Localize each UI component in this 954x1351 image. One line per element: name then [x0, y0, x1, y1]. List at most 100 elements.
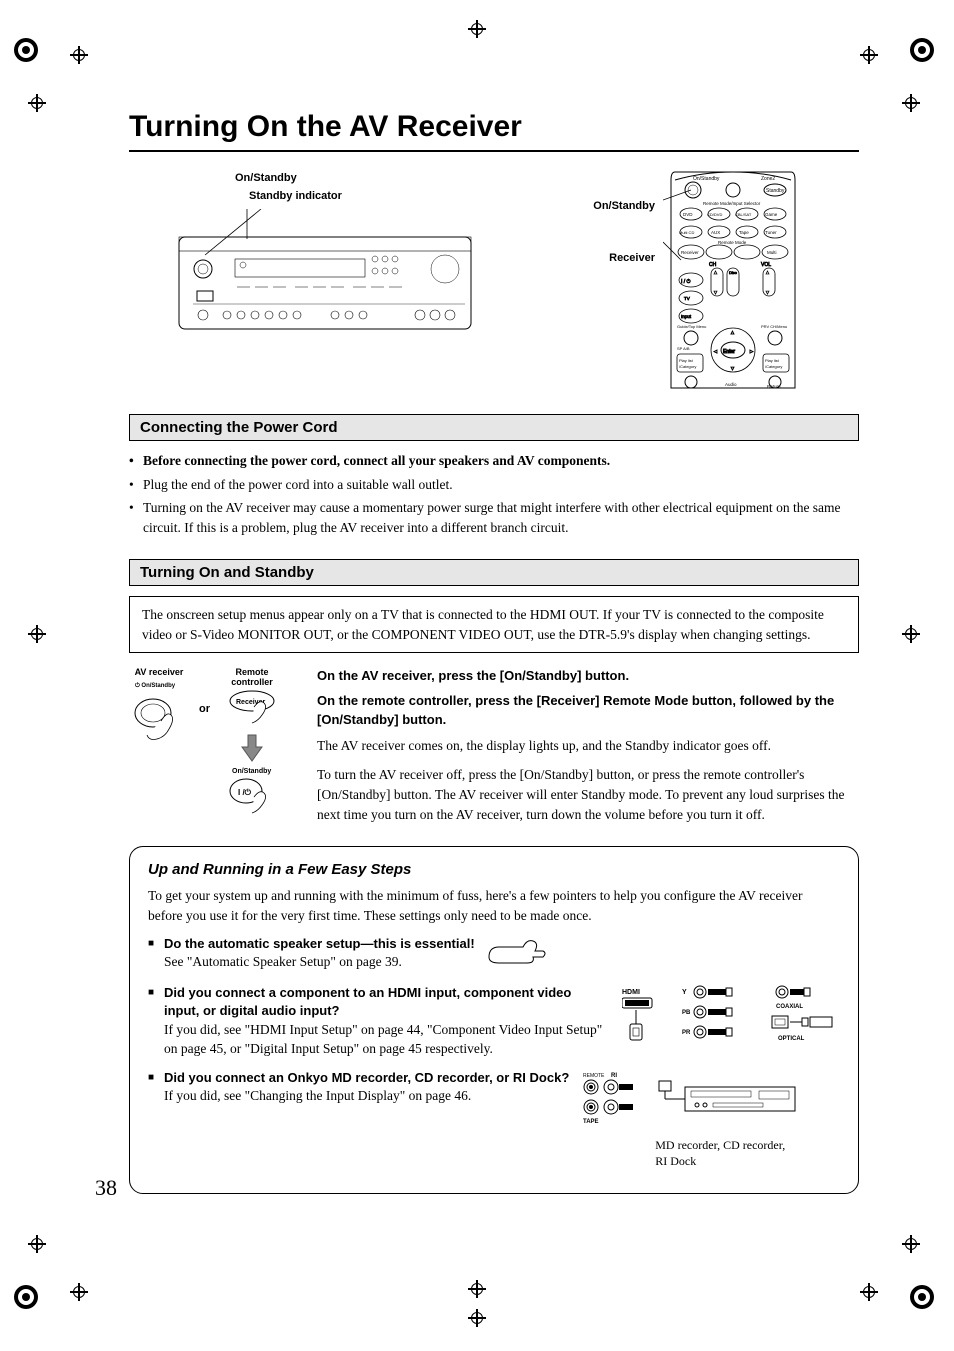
registration-mark	[908, 36, 936, 64]
svg-text:HDMI: HDMI	[622, 989, 640, 996]
svg-text:▲: ▲	[713, 270, 718, 276]
svg-text:/Category: /Category	[679, 364, 696, 369]
svg-text:Multi CD: Multi CD	[679, 230, 694, 235]
svg-text:Play list: Play list	[765, 358, 780, 363]
svg-text:AUX: AUX	[711, 230, 720, 235]
square-bullet-icon: ■	[148, 984, 164, 1059]
svg-text:▼: ▼	[765, 290, 770, 296]
crop-cross	[468, 1309, 486, 1327]
registration-mark	[908, 1283, 936, 1311]
svg-text:Enter: Enter	[723, 349, 735, 355]
svg-text:SP A/B: SP A/B	[677, 346, 690, 351]
svg-text:►: ►	[749, 349, 754, 355]
tips-title: Up and Running in a Few Easy Steps	[148, 861, 840, 878]
connectors-diagram: HDMI Y PB	[622, 984, 842, 1054]
svg-text:I / ⏻: I / ⏻	[681, 279, 691, 285]
crop-cross	[28, 94, 46, 112]
diag-label-remote: Remote controller	[220, 667, 284, 687]
crop-cross	[902, 1235, 920, 1253]
crop-cross	[902, 625, 920, 643]
svg-text:▼: ▼	[730, 366, 735, 372]
svg-text:TV: TV	[684, 296, 690, 301]
tips-item: ■ Do the automatic speaker setup—this is…	[148, 935, 840, 974]
diag-label-av: AV receiver	[129, 667, 189, 677]
svg-text:PB: PB	[682, 1010, 691, 1016]
svg-text:REMOTE: REMOTE	[583, 1073, 605, 1079]
crop-cross	[902, 94, 920, 112]
svg-text:TAPE: TAPE	[583, 1119, 599, 1125]
svg-text:Receiver: Receiver	[681, 250, 699, 255]
registration-mark	[12, 36, 40, 64]
step-lead-2: On the remote controller, press the [Rec…	[317, 692, 859, 730]
svg-text:Remote Mode/Input Selector: Remote Mode/Input Selector	[703, 201, 761, 206]
svg-text:▼: ▼	[713, 290, 718, 296]
svg-text:CBL/SAT: CBL/SAT	[735, 212, 752, 217]
page-content: Turning On the AV Receiver On/Standby St…	[95, 110, 859, 1194]
receiver-front-svg	[175, 209, 475, 339]
section-heading-power-cord: Connecting the Power Cord	[129, 414, 859, 441]
svg-text:CD/DVD: CD/DVD	[707, 212, 722, 217]
label-onstandby: On/Standby	[235, 170, 515, 188]
note-box: The onscreen setup menus appear only on …	[129, 596, 859, 653]
ri-dock-diagram: REMOTE RI TAPE	[581, 1069, 801, 1133]
crop-cross	[70, 1283, 88, 1301]
crop-cross	[28, 625, 46, 643]
tips-list: ■ Do the automatic speaker setup—this is…	[148, 935, 840, 1169]
label-standby-indicator: Standby indicator	[235, 188, 515, 206]
svg-text:Y: Y	[682, 989, 687, 996]
bullet-item: •Plug the end of the power cord into a s…	[129, 475, 859, 495]
crop-cross	[860, 1283, 878, 1301]
pointing-hand-icon	[487, 935, 547, 969]
square-bullet-icon: ■	[148, 1069, 164, 1169]
step-lead-1: On the AV receiver, press the [On/Standb…	[317, 667, 859, 686]
svg-text:Return: Return	[767, 384, 781, 389]
remote-label-receiver: Receiver	[575, 246, 655, 270]
svg-text:Play list: Play list	[679, 358, 694, 363]
tips-item: ■ Did you connect a component to an HDMI…	[148, 984, 840, 1059]
svg-text:COAXIAL: COAXIAL	[776, 1004, 803, 1010]
crop-cross	[70, 46, 88, 64]
svg-text:OPTICAL: OPTICAL	[778, 1036, 805, 1042]
svg-text:On/Standby: On/Standby	[693, 176, 720, 182]
svg-text:RI: RI	[611, 1073, 617, 1079]
step-diagrams: AV receiver ⏻ On/Standby or Remote contr…	[129, 667, 299, 824]
svg-text:On/Standby: On/Standby	[232, 768, 271, 775]
square-bullet-icon: ■	[148, 935, 164, 974]
front-panel-diagram: On/Standby Standby indicator	[175, 170, 515, 344]
page-title: Turning On the AV Receiver	[129, 110, 859, 152]
svg-text:DVD: DVD	[683, 212, 693, 217]
step-row: AV receiver ⏻ On/Standby or Remote contr…	[129, 667, 859, 824]
svg-text:Game: Game	[765, 212, 778, 217]
ri-caption: MD recorder, CD recorder, RI Dock	[581, 1138, 799, 1169]
page-number: 38	[95, 1175, 117, 1201]
bullet-item: •Turning on the AV receiver may cause a …	[129, 498, 859, 537]
hand-press-icon: ⏻ On/Standby	[131, 677, 187, 747]
step-para-2: To turn the AV receiver off, press the […	[317, 765, 859, 824]
svg-text:PR: PR	[682, 1030, 691, 1036]
svg-text:Tape: Tape	[739, 230, 749, 235]
crop-cross	[468, 1280, 486, 1298]
svg-text:⏻ On/Standby: ⏻ On/Standby	[135, 682, 176, 689]
svg-text:/Category: /Category	[765, 364, 782, 369]
svg-text:▲: ▲	[765, 270, 770, 276]
svg-text:PRV CH/Menu: PRV CH/Menu	[761, 324, 787, 329]
svg-text:◄: ◄	[713, 349, 718, 355]
remote-diagram: On/Standby Receiver On/Standby Zone2 Sta…	[575, 170, 803, 390]
crop-cross	[860, 46, 878, 64]
crop-cross	[28, 1235, 46, 1253]
hero-diagrams: On/Standby Standby indicator	[175, 170, 859, 390]
crop-cross	[468, 20, 486, 38]
svg-text:I /⏻: I /⏻	[238, 788, 252, 797]
svg-text:Guide/Top Menu: Guide/Top Menu	[677, 324, 706, 329]
svg-text:CH: CH	[709, 262, 717, 268]
svg-text:Remote Mode: Remote Mode	[718, 240, 747, 245]
hand-press-remote-icon: Receiver On/Standby I /⏻	[224, 687, 280, 817]
power-cord-bullets: •Before connecting the power cord, conne…	[129, 451, 859, 537]
tips-box: Up and Running in a Few Easy Steps To ge…	[129, 846, 859, 1194]
svg-text:Multi: Multi	[767, 250, 777, 255]
svg-text:VOL: VOL	[761, 262, 771, 268]
svg-text:Standby: Standby	[766, 188, 785, 194]
diag-or: or	[193, 667, 216, 715]
tips-intro: To get your system up and running with t…	[148, 886, 840, 925]
svg-text:Tuner: Tuner	[765, 230, 777, 235]
